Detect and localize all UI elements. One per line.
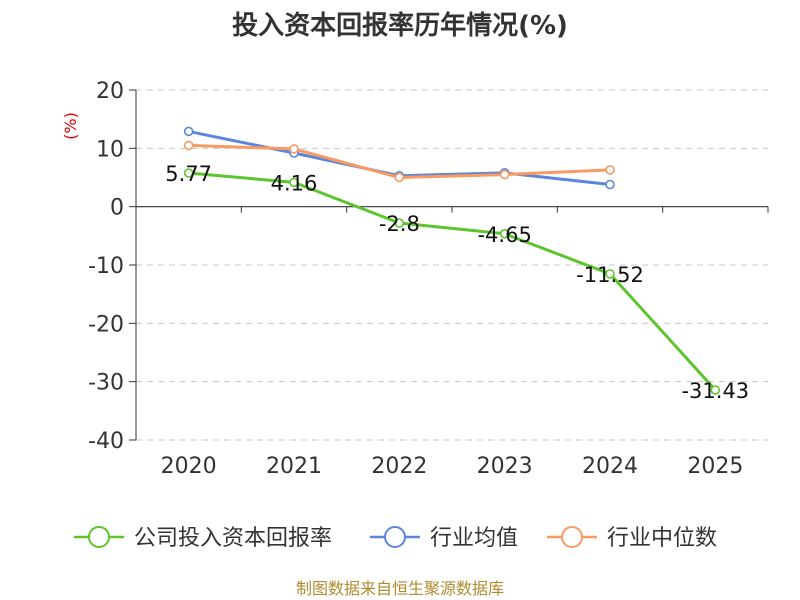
grid-lines [136,89,768,441]
y-tick-label: -40 [88,429,124,454]
legend-circle-marker [88,526,110,548]
data-point [183,140,194,151]
series-line [188,171,717,392]
data-label: -11.52 [576,263,644,287]
data-point [394,172,405,183]
y-tick-label: 0 [110,196,124,221]
x-tick-label: 2020 [161,454,217,479]
legend-label: 行业均值 [430,526,518,551]
data-point [289,144,299,154]
data-source-note: 制图数据来自恒生聚源数据库 [296,579,504,598]
y-tick-label: 20 [96,79,124,104]
y-tick-label: -10 [88,254,124,279]
data-point [394,218,405,228]
data-label: -31.43 [681,379,749,403]
data-label: -2.8 [379,212,420,236]
data-point [710,385,721,395]
x-tick-label: 2021 [266,454,322,479]
legend-label: 公司投入资本回报率 [134,526,332,551]
data-label: -4.65 [477,223,531,247]
data-point [605,179,615,190]
series-lines [183,126,721,395]
data-label: 4.16 [271,171,318,195]
data-point [499,228,510,239]
y-tick-label: -30 [88,371,124,396]
x-tick-label: 2024 [582,454,638,479]
data-label: 5.77 [165,162,212,186]
data-point [605,269,615,279]
legend-item[interactable]: 行业中位数 [547,526,717,551]
data-point [183,126,194,137]
data-point [499,169,510,180]
axes: 20 10 0 -10 -20 -30 -40 2020 2021 2022 2023 2024 202… [88,79,769,479]
x-tick-label: 2022 [371,454,427,479]
x-tick-label: 2025 [687,454,743,479]
y-tick-label: -20 [88,312,124,337]
y-axis-unit-label: (%) [61,112,80,140]
legend-circle-marker [561,526,583,548]
x-tick-label: 2023 [477,454,533,479]
legend-item[interactable]: 行业均值 [370,526,518,551]
legend-label: 行业中位数 [607,526,717,551]
y-tick-label: 10 [96,137,124,162]
data-point [605,165,615,175]
legend-item[interactable]: 公司投入资本回报率 [74,526,332,551]
data-point [183,168,194,178]
data-point [289,177,299,188]
legend-circle-marker [384,526,406,548]
legend: 公司投入资本回报率 行业均值 行业中位数 [74,526,717,551]
data-labels: 5.77 4.16 -2.8 -4.65 -11.52 -31.43 [165,162,749,403]
chart-title: 投入资本回报率历年情况(%) [232,10,568,41]
